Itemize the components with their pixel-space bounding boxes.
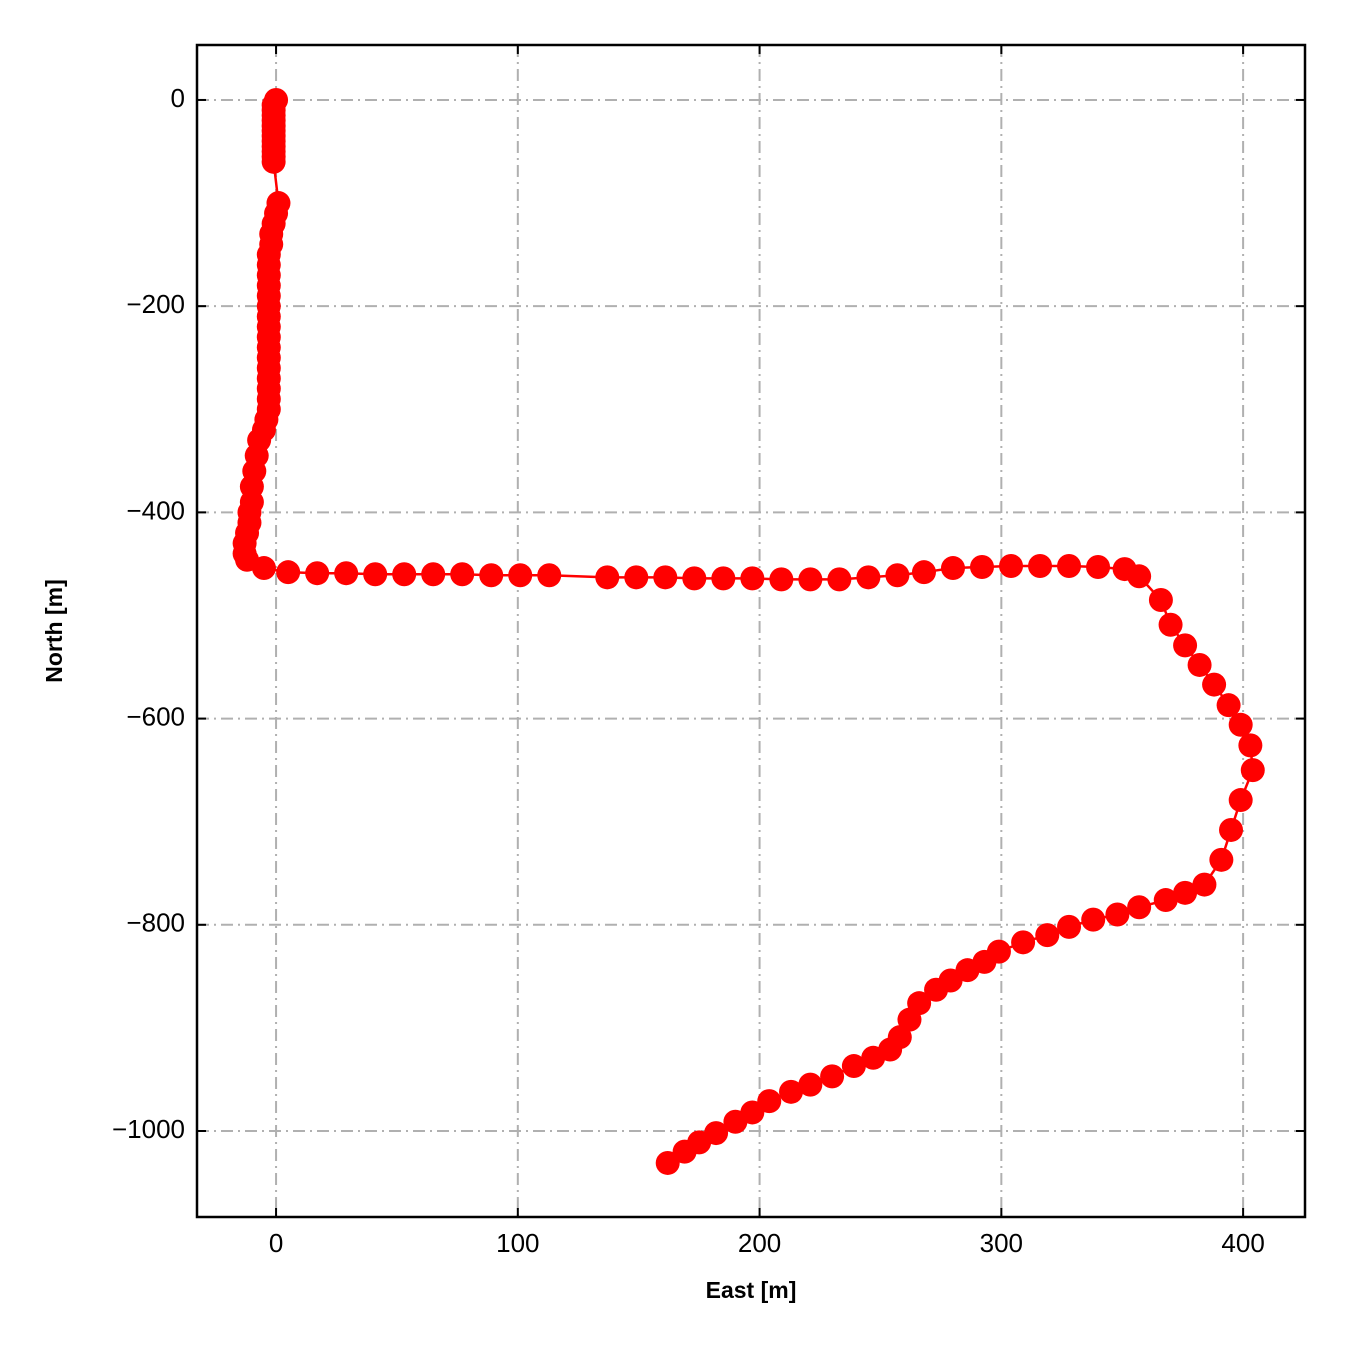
marker [1127,564,1152,589]
marker [421,562,446,587]
marker [1057,914,1082,939]
y-tick-label: −400 [126,495,185,525]
marker [537,563,562,588]
marker [261,149,286,174]
marker [1202,672,1227,697]
marker [1228,788,1253,813]
marker [1153,888,1178,913]
marker [682,566,707,591]
x-tick-label: 200 [738,1228,781,1258]
marker [1086,555,1111,580]
marker [940,556,965,581]
x-tick-label: 300 [980,1228,1023,1258]
marker [305,561,330,586]
marker [1187,652,1212,677]
marker [1173,880,1198,905]
marker [999,553,1024,578]
marker [769,567,794,592]
marker [827,567,852,592]
marker [723,1109,748,1134]
marker [1035,923,1060,948]
marker [450,562,475,587]
marker [911,560,936,585]
marker [856,565,881,590]
y-axis-label: North [m] [41,579,67,682]
marker [276,560,301,585]
marker [711,566,736,591]
marker [251,556,276,581]
marker [798,1072,823,1097]
x-tick-label: 400 [1221,1228,1264,1258]
marker [1173,633,1198,658]
marker [508,563,533,588]
marker [885,563,910,588]
y-tick-label: −600 [126,701,185,731]
marker [363,562,388,587]
x-axis-label: East [m] [706,1277,797,1303]
x-tick-label: 100 [496,1228,539,1258]
marker [672,1139,697,1164]
marker [861,1045,886,1070]
marker [392,562,417,587]
marker [334,561,359,586]
marker [1105,902,1130,927]
trajectory-line [243,99,1255,1165]
marker [1209,847,1234,872]
marker [798,567,823,592]
marker [1158,612,1183,637]
marker [1057,553,1082,578]
marker [653,565,678,590]
marker [1219,817,1244,842]
marker [740,566,765,591]
marker [1192,872,1217,897]
plot-frame [195,43,1307,1219]
marker [1081,907,1106,932]
marker [1148,588,1173,613]
marker [1240,758,1265,783]
marker [624,565,649,590]
marker [1028,553,1053,578]
marker [1127,895,1152,920]
marker [970,555,995,580]
marker [1228,712,1253,737]
marker [757,1089,782,1114]
marker [841,1054,866,1079]
marker [820,1064,845,1089]
marker [779,1079,804,1104]
marker [1216,693,1241,718]
marker [897,1007,922,1032]
x-tick-label: 0 [269,1228,283,1258]
marker [1011,930,1036,955]
marker [595,565,620,590]
y-tick-label: 0 [171,83,185,113]
y-tick-label: −800 [126,908,185,938]
marker [479,563,504,588]
y-tick-label: −200 [126,289,185,319]
marker [655,1150,680,1175]
y-tick-label: −1000 [112,1114,185,1144]
marker [924,977,949,1002]
marker [1238,733,1263,758]
